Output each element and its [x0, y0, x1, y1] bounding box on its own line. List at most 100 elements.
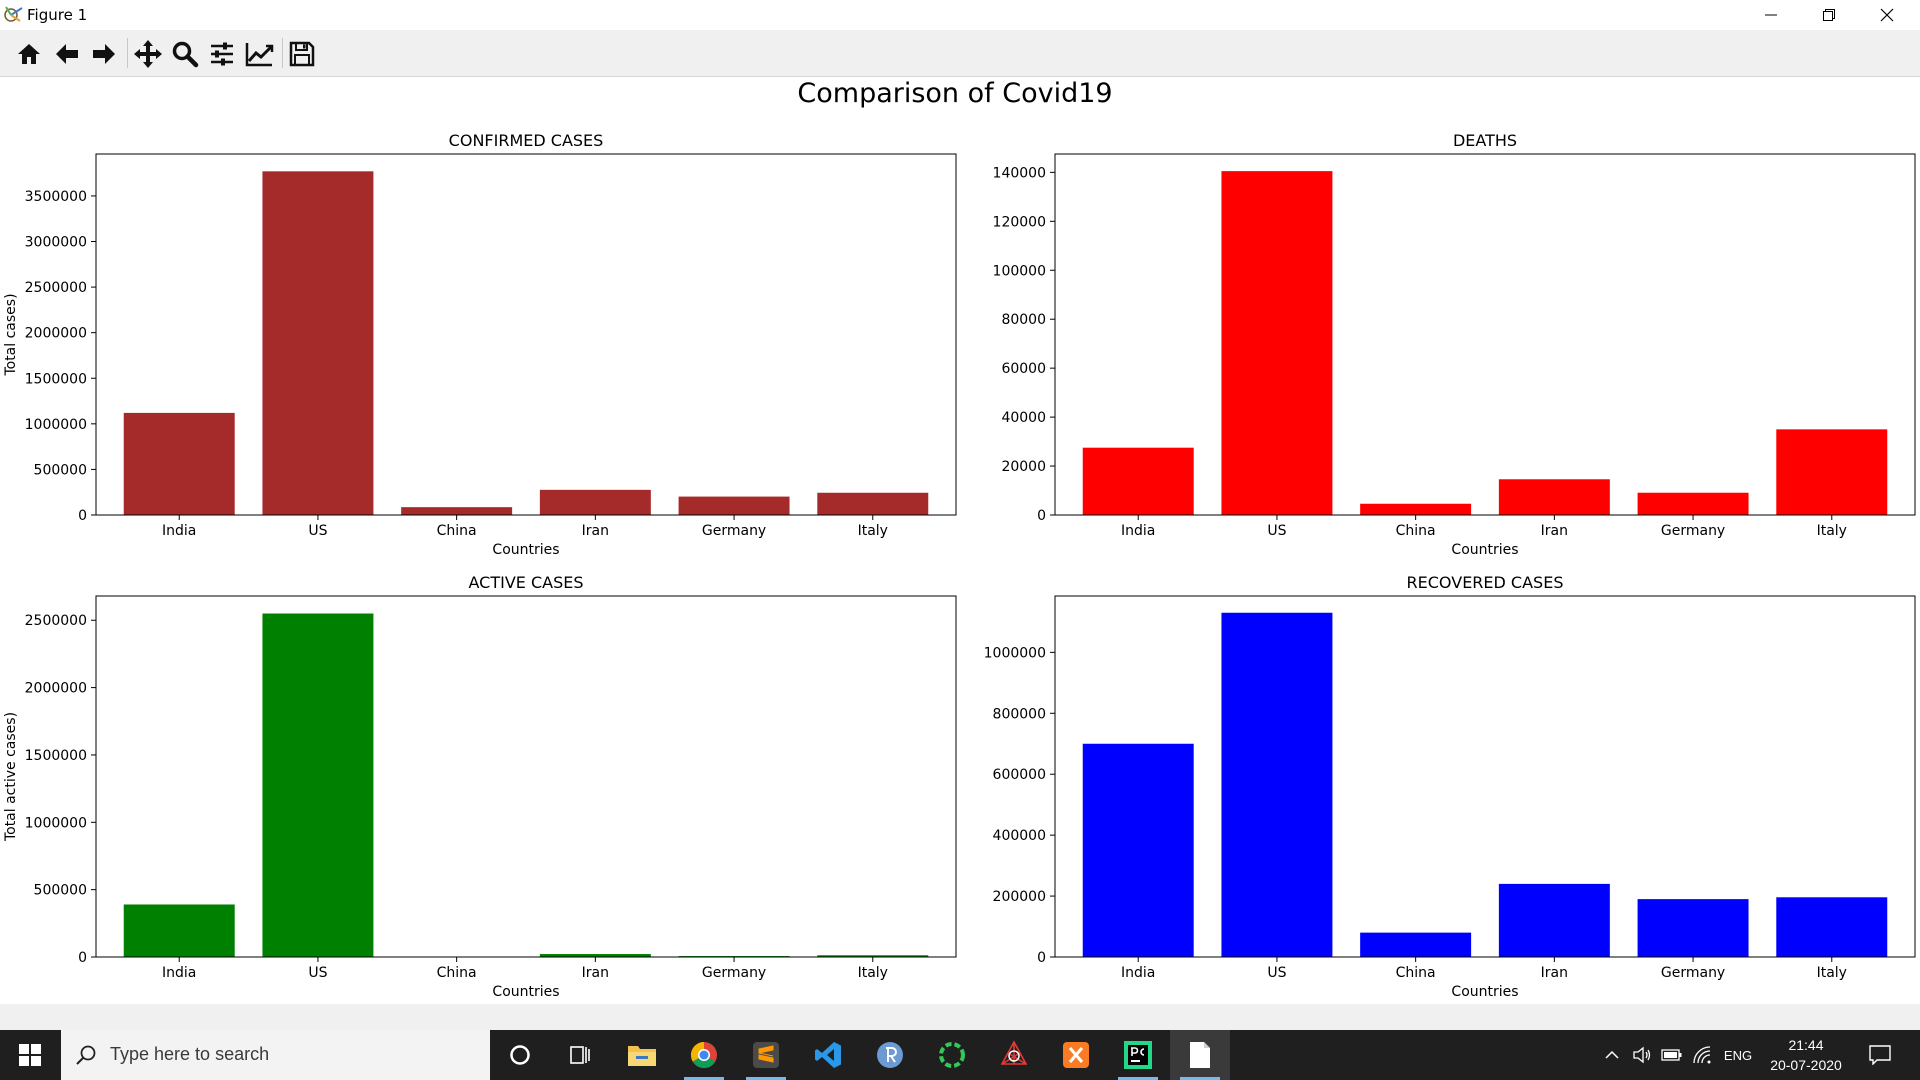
- task-view-button[interactable]: [550, 1030, 610, 1080]
- y-tick-label: 2000000: [25, 326, 87, 342]
- bar-italy: [1776, 429, 1888, 515]
- taskbar-xampp[interactable]: [1046, 1030, 1106, 1080]
- y-axis-label: Total cases): [3, 293, 19, 376]
- zoom-icon: [172, 41, 199, 68]
- input-language[interactable]: ENG: [1723, 1047, 1753, 1063]
- restore-icon: [1823, 9, 1835, 21]
- bar-iran: [1498, 883, 1610, 957]
- subplot-title: DEATHS: [1453, 131, 1517, 150]
- bar-india: [123, 904, 235, 957]
- taskbar-clock[interactable]: 21:44 20-07-2020: [1758, 1035, 1854, 1075]
- bar-india: [1082, 447, 1194, 515]
- taskbar-network-tool[interactable]: [984, 1030, 1044, 1080]
- clock-time: 21:44: [1788, 1037, 1824, 1053]
- notepad-icon: [1190, 1042, 1210, 1068]
- restore-button[interactable]: [1800, 0, 1858, 30]
- minimize-button[interactable]: [1742, 0, 1800, 30]
- axes-frame: [95, 153, 957, 516]
- bar-india: [123, 412, 235, 515]
- bar-italy: [817, 955, 929, 957]
- sublime-icon: [753, 1042, 779, 1068]
- wifi-button[interactable]: [1688, 1030, 1716, 1080]
- notifications-button[interactable]: [1862, 1030, 1898, 1080]
- bar-china: [401, 507, 513, 515]
- y-tick-label: 80000: [1001, 312, 1046, 328]
- edit-axis-button[interactable]: [243, 38, 275, 70]
- pycharm-icon: [1124, 1041, 1152, 1069]
- subplot-title: CONFIRMED CASES: [449, 131, 604, 150]
- cortana-button[interactable]: [490, 1030, 550, 1080]
- bar-iran: [1498, 479, 1610, 515]
- bar-italy: [817, 492, 929, 515]
- wifi-icon: [1693, 1046, 1711, 1064]
- taskbar-pycharm[interactable]: [1108, 1030, 1168, 1080]
- bar-germany: [1637, 899, 1749, 957]
- x-tick-label: Iran: [1541, 965, 1568, 981]
- y-tick-label: 0: [78, 508, 87, 524]
- clock-date: 20-07-2020: [1770, 1057, 1842, 1073]
- taskbar-r[interactable]: [860, 1030, 920, 1080]
- x-axis-label: Countries: [1451, 984, 1518, 1000]
- pan-icon: [134, 40, 162, 68]
- configure-subplots-button[interactable]: [206, 38, 238, 70]
- home-button[interactable]: [13, 38, 45, 70]
- bar-india: [1082, 743, 1194, 957]
- start-button[interactable]: [0, 1030, 60, 1080]
- save-button[interactable]: [286, 38, 318, 70]
- bar-china: [1360, 503, 1472, 515]
- bar-germany: [1637, 492, 1749, 515]
- back-button[interactable]: [51, 38, 83, 70]
- cortana-icon: [510, 1045, 530, 1065]
- x-axis-label: Countries: [492, 542, 559, 558]
- forward-button[interactable]: [88, 38, 120, 70]
- show-hidden-icons-button[interactable]: [1598, 1030, 1626, 1080]
- figure-canvas: Comparison of Covid19 India US China Iran Ge…: [0, 77, 1920, 1004]
- y-tick-label: 400000: [993, 828, 1046, 844]
- charts-svg: Comparison of Covid19 India US China Iran Ge…: [3, 78, 1916, 1000]
- y-tick-label: 3500000: [25, 189, 87, 205]
- file-explorer-icon: [628, 1046, 656, 1066]
- configure-subplots-icon: [211, 42, 233, 66]
- y-tick-label: 2000000: [25, 681, 87, 697]
- x-tick-label: India: [1121, 965, 1155, 981]
- edit-axis-icon: [245, 43, 274, 67]
- taskbar-spinner-app[interactable]: [922, 1030, 982, 1080]
- y-tick-label: 100000: [993, 263, 1046, 279]
- plot-toolbar: [0, 30, 1920, 77]
- notification-icon: [1869, 1045, 1891, 1065]
- volume-icon: [1633, 1046, 1651, 1064]
- taskbar-notepad[interactable]: [1170, 1030, 1230, 1080]
- close-button[interactable]: [1858, 0, 1916, 30]
- bar-us: [262, 613, 374, 957]
- y-tick-label: 20000: [1001, 459, 1046, 475]
- battery-button[interactable]: [1658, 1030, 1686, 1080]
- subplot-1: India US China Iran Germany Italy 0 500000 10000…: [3, 131, 957, 558]
- bar-us: [262, 171, 374, 515]
- forward-icon: [93, 44, 115, 64]
- bar-iran: [539, 954, 651, 957]
- pan-button[interactable]: [132, 38, 164, 70]
- taskbar-vscode[interactable]: [798, 1030, 858, 1080]
- x-tick-label: US: [1267, 965, 1286, 981]
- x-tick-label: India: [162, 523, 196, 539]
- toolbar-separator: [127, 38, 128, 68]
- taskbar-chrome[interactable]: [674, 1030, 734, 1080]
- taskbar-search-box[interactable]: Type here to search: [61, 1030, 490, 1080]
- subplot-3: India US China Iran Germany Italy 0 500000 10000…: [3, 573, 957, 1000]
- taskbar-sublime[interactable]: [736, 1030, 796, 1080]
- x-tick-label: Italy: [858, 523, 888, 539]
- y-tick-label: 1000000: [984, 645, 1046, 661]
- x-tick-label: Germany: [702, 523, 766, 539]
- close-icon: [1880, 8, 1894, 22]
- taskbar-file-explorer[interactable]: [612, 1030, 672, 1080]
- spinner-app-icon: [939, 1042, 965, 1068]
- vscode-icon: [815, 1042, 841, 1068]
- zoom-button[interactable]: [169, 38, 201, 70]
- x-tick-label: Italy: [1817, 523, 1847, 539]
- battery-icon: [1661, 1049, 1682, 1061]
- volume-button[interactable]: [1628, 1030, 1656, 1080]
- x-tick-label: Iran: [582, 523, 609, 539]
- figure-app-icon: [4, 6, 23, 22]
- x-tick-label: Germany: [702, 965, 766, 981]
- window-title: Figure 1: [27, 6, 88, 24]
